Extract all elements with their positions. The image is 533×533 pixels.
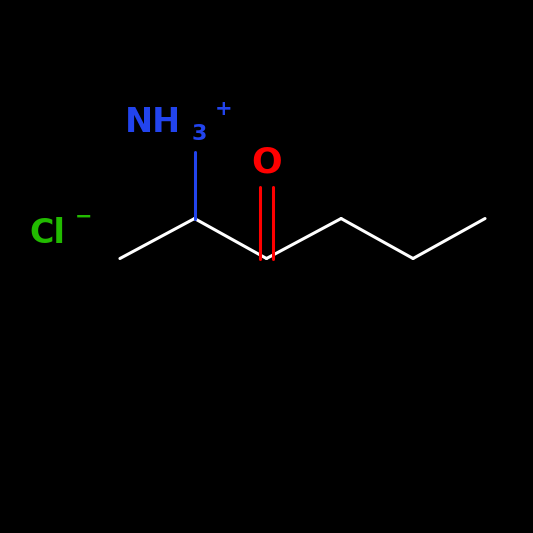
Text: O: O — [251, 146, 282, 180]
Text: −: − — [75, 206, 92, 227]
Text: NH: NH — [125, 106, 181, 139]
Text: Cl: Cl — [29, 217, 65, 250]
Text: +: + — [215, 99, 232, 119]
Text: 3: 3 — [192, 124, 207, 144]
